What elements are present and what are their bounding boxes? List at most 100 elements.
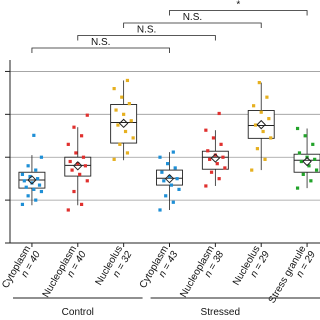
significance-bracket [123, 22, 262, 28]
data-point [34, 168, 38, 172]
data-point [74, 151, 78, 155]
data-point [313, 157, 317, 161]
data-point [307, 164, 311, 168]
data-point [83, 164, 87, 168]
data-point [269, 136, 273, 140]
data-point [208, 157, 212, 161]
mean-marker [210, 153, 221, 163]
data-point [34, 198, 38, 202]
data-point [120, 95, 124, 99]
data-point [26, 194, 30, 198]
data-point [213, 153, 217, 157]
significance-label: N.S. [137, 25, 156, 36]
data-point [118, 142, 122, 146]
data-point [28, 174, 32, 179]
data-point [85, 113, 89, 117]
data-point [32, 187, 36, 191]
data-point [255, 147, 260, 151]
data-point [123, 129, 128, 134]
significance-label: N.S. [91, 37, 110, 48]
data-point [265, 95, 269, 99]
data-point [76, 162, 80, 166]
data-point [209, 170, 214, 174]
box [247, 110, 275, 139]
mean-marker [27, 175, 37, 185]
mean-marker [164, 173, 175, 184]
data-point [252, 104, 256, 108]
data-point [127, 102, 131, 106]
group-label: Stressed [201, 307, 240, 318]
data-point [112, 87, 116, 91]
mean-marker [118, 118, 129, 129]
data-point [173, 166, 177, 170]
data-point [125, 78, 130, 83]
data-point [85, 179, 89, 183]
data-point [68, 159, 72, 164]
mean-marker [256, 119, 266, 130]
data-point [223, 166, 227, 170]
significance-bracket [169, 10, 308, 16]
data-point [166, 162, 170, 166]
data-point [129, 119, 133, 123]
data-point [78, 172, 82, 176]
data-point [79, 134, 84, 138]
data-point [259, 110, 263, 114]
data-point [112, 157, 116, 161]
significance-label: * [236, 0, 240, 11]
data-point [72, 189, 76, 194]
data-point [131, 136, 135, 140]
data-point [311, 142, 315, 146]
data-point [261, 129, 265, 134]
data-point [204, 128, 208, 132]
data-point [32, 133, 36, 137]
data-point [81, 155, 86, 159]
data-point [257, 80, 261, 85]
data-point [22, 179, 26, 183]
data-point [171, 150, 175, 154]
data-point [303, 134, 307, 138]
data-point [122, 112, 126, 116]
data-point [217, 177, 221, 181]
data-point [171, 200, 175, 204]
data-point [72, 125, 76, 129]
significance-bracket [31, 47, 170, 53]
data-point [221, 155, 225, 159]
data-point [114, 108, 118, 112]
data-point [253, 123, 258, 127]
data-point [66, 142, 70, 146]
data-point [299, 159, 303, 164]
data-point [215, 162, 219, 166]
data-point [164, 194, 168, 198]
data-point [295, 126, 300, 131]
data-point [158, 155, 162, 159]
data-point [217, 111, 221, 116]
data-point [20, 172, 25, 176]
mean-marker [302, 156, 312, 167]
data-point [267, 117, 271, 121]
data-point [169, 183, 173, 187]
data-point [206, 149, 210, 153]
data-point [24, 185, 28, 189]
data-point [297, 151, 302, 155]
data-point [167, 174, 172, 179]
data-point [125, 151, 130, 155]
data-point [158, 208, 162, 212]
data-point [250, 168, 254, 172]
data-point [177, 187, 181, 191]
data-point [70, 168, 74, 172]
data-point [160, 170, 164, 174]
mean-marker [73, 161, 83, 171]
data-point [20, 202, 25, 206]
data-point [204, 184, 208, 188]
data-point [219, 142, 223, 146]
data-point [295, 186, 300, 190]
data-point [30, 181, 34, 185]
